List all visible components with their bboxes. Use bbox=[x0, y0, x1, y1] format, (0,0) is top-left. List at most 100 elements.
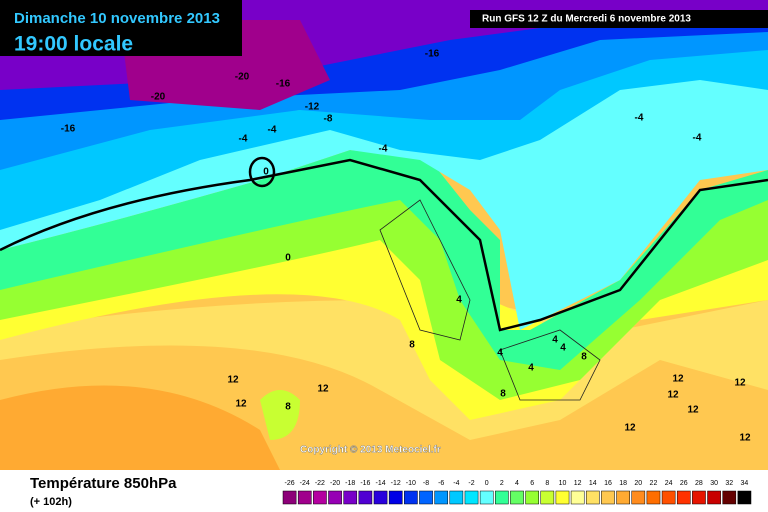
copyright: Copyright © 2013 Meteociel.fr bbox=[300, 445, 441, 456]
contour-label: 12 bbox=[235, 399, 247, 410]
contour-label: 4 bbox=[552, 335, 558, 346]
date: Dimanche 10 novembre 2013 bbox=[14, 10, 220, 27]
legend-label: -8 bbox=[423, 480, 429, 487]
legend-swatch bbox=[737, 490, 752, 505]
date-box bbox=[0, 0, 242, 56]
contour-label: 12 bbox=[227, 375, 239, 386]
legend-swatch bbox=[646, 490, 661, 505]
contour-label: -4 bbox=[693, 133, 702, 144]
legend-label: -16 bbox=[360, 480, 370, 487]
contour-label: -16 bbox=[61, 124, 76, 135]
contour-label: -20 bbox=[235, 72, 250, 83]
legend-swatch bbox=[404, 490, 418, 505]
contour-label: -16 bbox=[276, 79, 291, 90]
legend-swatch bbox=[601, 490, 615, 505]
contour-label: 4 bbox=[560, 343, 566, 354]
contour-label: -4 bbox=[635, 113, 644, 124]
legend-swatch bbox=[434, 490, 449, 505]
contour-label: 12 bbox=[687, 405, 699, 416]
legend-swatch bbox=[722, 490, 737, 505]
contour-label: 12 bbox=[739, 433, 751, 444]
legend-label: 4 bbox=[515, 480, 519, 487]
legend-label: 32 bbox=[725, 480, 733, 487]
contour-label: 0 bbox=[263, 167, 269, 178]
legend-swatch bbox=[495, 490, 509, 505]
contour-label: 8 bbox=[581, 352, 587, 363]
legend-label: -18 bbox=[345, 480, 355, 487]
legend-swatch bbox=[479, 490, 494, 505]
contour-label: 12 bbox=[317, 384, 329, 395]
footer-title: Température 850hPa bbox=[30, 475, 177, 492]
legend-label: 24 bbox=[665, 480, 673, 487]
contour-label: 4 bbox=[456, 295, 462, 306]
legend-swatch bbox=[297, 490, 312, 505]
legend-swatch bbox=[343, 490, 358, 505]
legend-label: -20 bbox=[330, 480, 340, 487]
legend-label: -10 bbox=[406, 480, 416, 487]
legend-label: 16 bbox=[604, 480, 612, 487]
contour-label: -4 bbox=[379, 144, 388, 155]
legend-label: 2 bbox=[500, 480, 504, 487]
legend-label: 0 bbox=[485, 480, 489, 487]
legend-swatch bbox=[555, 490, 570, 505]
legend-label: 26 bbox=[680, 480, 688, 487]
legend-swatch bbox=[692, 490, 706, 505]
legend-swatch bbox=[616, 490, 630, 505]
temperature-field bbox=[0, 0, 768, 470]
color-legend: -26 -24 -22 -20 -18 -16 -14 -12 -10 -8 -6 -4 -2 0 2 4 6 8… bbox=[282, 480, 752, 505]
run-box bbox=[470, 10, 768, 28]
legend-swatch bbox=[676, 490, 691, 505]
legend-swatch bbox=[585, 490, 600, 505]
legend-swatch bbox=[328, 490, 342, 505]
contour-label: 4 bbox=[497, 348, 503, 359]
legend-swatch bbox=[358, 490, 373, 505]
legend-label: -14 bbox=[375, 480, 385, 487]
legend-label: -6 bbox=[438, 480, 444, 487]
legend-swatch bbox=[631, 490, 646, 505]
legend-swatch bbox=[419, 490, 433, 505]
legend-swatch bbox=[388, 490, 403, 505]
legend-label: 8 bbox=[545, 480, 549, 487]
contour-label: -12 bbox=[305, 102, 320, 113]
legend-swatch bbox=[313, 490, 327, 505]
legend-label: 28 bbox=[695, 480, 703, 487]
contour-label: 12 bbox=[734, 378, 746, 389]
legend-label: 30 bbox=[710, 480, 718, 487]
legend-label: 18 bbox=[619, 480, 627, 487]
legend-swatch bbox=[661, 490, 676, 505]
contour-label: 0 bbox=[285, 253, 291, 264]
contour-label: 12 bbox=[667, 390, 679, 401]
run-info: Run GFS 12 Z du Mercredi 6 novembre 2013 bbox=[482, 14, 691, 25]
legend-swatch bbox=[282, 490, 297, 505]
legend-label: -4 bbox=[453, 480, 459, 487]
lead-time: (+ 102h) bbox=[30, 496, 72, 508]
legend-swatch bbox=[449, 490, 464, 505]
legend-label: 10 bbox=[559, 480, 567, 487]
contour-label: 8 bbox=[409, 340, 415, 351]
legend-swatch bbox=[510, 490, 524, 505]
legend-label: -26 bbox=[285, 480, 295, 487]
legend-swatch bbox=[540, 490, 555, 505]
contour-label: 8 bbox=[285, 402, 291, 413]
contour-label: -16 bbox=[425, 49, 440, 60]
contour-label: 8 bbox=[500, 389, 506, 400]
legend-swatch bbox=[707, 490, 721, 505]
contour-label: 12 bbox=[624, 423, 636, 434]
legend-swatch bbox=[525, 490, 539, 505]
legend-label: 34 bbox=[741, 480, 749, 487]
legend-label: -2 bbox=[468, 480, 474, 487]
legend-label: -12 bbox=[391, 480, 401, 487]
contour-label: 4 bbox=[528, 363, 534, 374]
legend-label: -22 bbox=[315, 480, 325, 487]
legend-label: 14 bbox=[589, 480, 597, 487]
legend-swatch bbox=[373, 490, 388, 505]
legend-swatch bbox=[464, 490, 479, 505]
legend-label: 20 bbox=[634, 480, 642, 487]
contour-label: -20 bbox=[151, 92, 166, 103]
time: 19:00 locale bbox=[14, 33, 133, 56]
contour-label: -8 bbox=[324, 114, 333, 125]
legend-swatch bbox=[570, 490, 585, 505]
legend-label: -24 bbox=[300, 480, 310, 487]
